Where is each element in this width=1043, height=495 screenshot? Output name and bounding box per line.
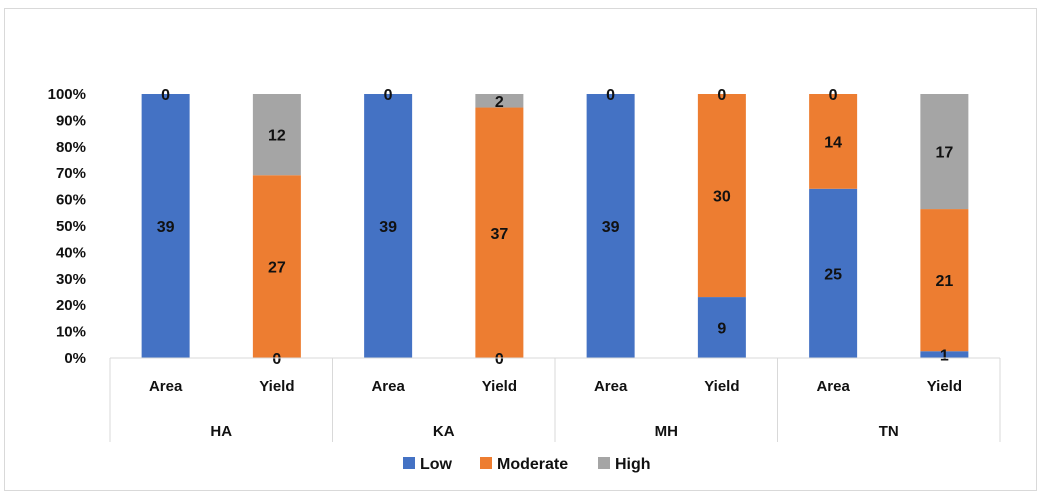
y-tick-label: 70%: [56, 165, 86, 182]
y-tick-label: 80%: [56, 139, 86, 156]
x-group-label: MH: [655, 423, 678, 440]
y-tick-label: 20%: [56, 297, 86, 314]
legend-label: Moderate: [497, 456, 568, 473]
legend-label: Low: [420, 456, 453, 473]
y-tick-label: 60%: [56, 192, 86, 209]
bar-segment-moderate: [809, 94, 858, 189]
data-label: 37: [490, 226, 508, 243]
data-label: 14: [824, 134, 842, 151]
data-label: 0: [495, 351, 504, 368]
data-label: 27: [268, 260, 286, 277]
data-label: 39: [379, 219, 397, 236]
x-category-label: Area: [371, 378, 405, 395]
y-tick-label: 40%: [56, 244, 86, 261]
y-tick-label: 0%: [64, 350, 86, 367]
data-label: 2: [495, 94, 504, 111]
data-label: 12: [268, 128, 286, 145]
x-category-label: Yield: [927, 378, 962, 395]
y-tick-label: 50%: [56, 218, 86, 235]
data-label: 9: [717, 321, 726, 338]
x-category-label: Area: [149, 378, 183, 395]
bar-segment-low: [920, 351, 969, 358]
y-tick-label: 10%: [56, 324, 86, 341]
bar-segment-moderate: [920, 209, 969, 352]
legend: Low Moderate High: [403, 456, 651, 473]
x-group-label: TN: [879, 423, 899, 440]
legend-swatch-moderate: [480, 457, 492, 469]
bar-segment-high: [252, 94, 301, 176]
y-tick-label: 100%: [48, 86, 86, 103]
y-tick-label: 30%: [56, 271, 86, 288]
x-category-label: Yield: [482, 378, 517, 395]
bar-segment-moderate: [697, 94, 746, 298]
y-axis: 0% 10% 20% 30% 40% 50% 60% 70% 80% 90% 100%: [48, 86, 86, 367]
x-category-label: Area: [816, 378, 850, 395]
bar-segment-moderate: [475, 107, 524, 359]
bar-segment-high: [920, 94, 969, 210]
bar-segment-low: [809, 188, 858, 358]
bar-segment-low: [697, 297, 746, 358]
bar-segment-low: [586, 94, 635, 358]
bar-segment-low: [364, 94, 413, 358]
legend-label: High: [615, 456, 651, 473]
bar-segment-high: [475, 94, 524, 108]
x-category-label: Yield: [259, 378, 294, 395]
data-label: 0: [161, 87, 170, 104]
data-label: 0: [384, 87, 393, 104]
legend-swatch-low: [403, 457, 415, 469]
x-group-label: KA: [433, 423, 455, 440]
data-label: 39: [157, 219, 175, 236]
legend-swatch-high: [598, 457, 610, 469]
data-label: 17: [935, 145, 953, 162]
data-labels: 39 0 0 27 12 39 0 0 37 2 39 0 9 30 0 25 14 0 1 21 17: [157, 87, 954, 368]
data-label: 0: [272, 351, 281, 368]
x-category-label: Yield: [704, 378, 739, 395]
data-label: 25: [824, 266, 842, 283]
data-label: 0: [606, 87, 615, 104]
x-axis: Area Yield Area Yield Area Yield Area Yield HA KA…: [109, 357, 1001, 442]
bar-segment-low: [141, 94, 190, 358]
data-label: 21: [935, 273, 953, 290]
data-label: 30: [713, 189, 731, 206]
x-group-label: HA: [210, 423, 232, 440]
data-label: 0: [829, 87, 838, 104]
data-label: 1: [940, 348, 949, 365]
data-label: 39: [602, 219, 620, 236]
bar-segment-moderate: [252, 175, 301, 358]
x-category-label: Area: [594, 378, 628, 395]
bars: [141, 94, 969, 359]
y-tick-label: 90%: [56, 112, 86, 129]
data-label: 0: [717, 87, 726, 104]
